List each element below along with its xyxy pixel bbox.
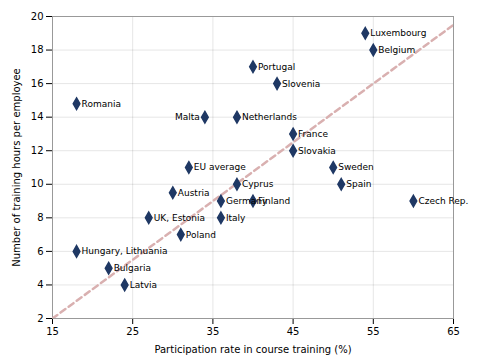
svg-text:Cyprus: Cyprus [242, 179, 274, 189]
svg-text:Latvia: Latvia [130, 280, 157, 290]
svg-text:Portugal: Portugal [258, 62, 295, 72]
svg-text:20: 20 [31, 11, 44, 22]
svg-text:8: 8 [37, 212, 43, 223]
svg-text:Czech Rep.: Czech Rep. [418, 196, 468, 206]
svg-text:65: 65 [447, 326, 460, 337]
svg-text:Spain: Spain [346, 179, 371, 189]
svg-text:Germany: Germany [225, 195, 268, 206]
svg-text:Luxembourg: Luxembourg [370, 28, 426, 38]
svg-text:12: 12 [31, 145, 44, 156]
svg-text:Netherlands: Netherlands [242, 112, 297, 122]
svg-text:Austria: Austria [178, 188, 210, 198]
svg-text:14: 14 [31, 111, 44, 122]
svg-text:Italy: Italy [226, 213, 246, 223]
svg-text:EU average: EU average [194, 162, 246, 172]
svg-text:Slovenia: Slovenia [282, 78, 320, 88]
svg-text:Bulgaria: Bulgaria [114, 263, 151, 273]
svg-text:Hungary, Lithuania: Hungary, Lithuania [82, 246, 168, 256]
svg-text:15: 15 [46, 326, 59, 337]
svg-text:Belgium: Belgium [378, 45, 415, 55]
svg-text:Slovakia: Slovakia [298, 146, 336, 156]
svg-text:25: 25 [126, 326, 139, 337]
svg-text:Sweden: Sweden [338, 162, 374, 172]
svg-text:4: 4 [37, 279, 43, 290]
svg-text:Number of training hours per e: Number of training hours per employee [11, 68, 22, 267]
svg-text:16: 16 [31, 78, 44, 89]
svg-text:France: France [298, 129, 328, 139]
svg-text:6: 6 [37, 246, 43, 257]
svg-text:Poland: Poland [186, 229, 216, 239]
svg-text:35: 35 [207, 326, 220, 337]
svg-text:45: 45 [287, 326, 300, 337]
svg-text:UK, Estonia: UK, Estonia [154, 213, 205, 223]
svg-text:Romania: Romania [82, 99, 121, 109]
svg-text:10: 10 [31, 178, 44, 189]
svg-text:18: 18 [31, 44, 44, 55]
svg-text:Participation rate in course t: Participation rate in course training (%… [154, 344, 351, 355]
svg-text:Malta: Malta [175, 112, 200, 122]
svg-text:2: 2 [37, 313, 43, 324]
svg-text:Finland: Finland [258, 196, 290, 206]
svg-text:55: 55 [367, 326, 380, 337]
